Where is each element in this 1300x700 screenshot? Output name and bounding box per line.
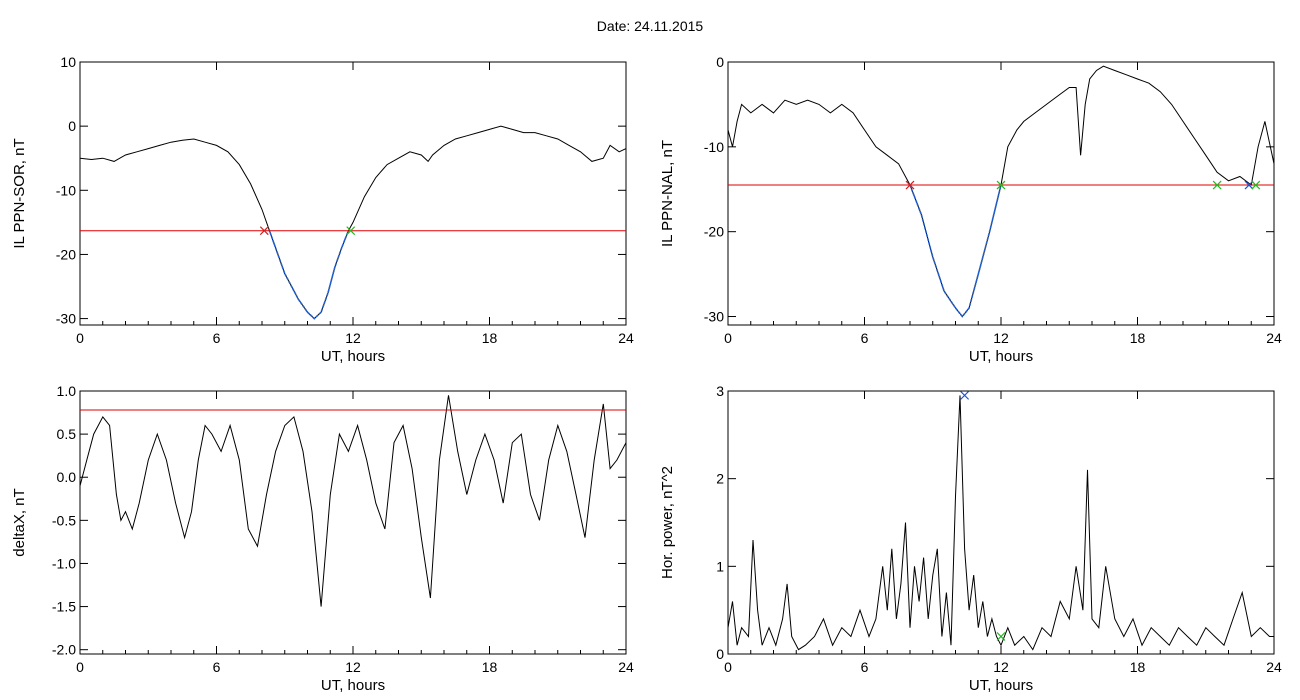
- x-tick-label: 6: [213, 330, 221, 346]
- marker-stroke: [905, 180, 915, 190]
- y-tick-label: -20: [56, 246, 76, 262]
- page-title: Date: 24.11.2015: [596, 18, 704, 34]
- series-line: [728, 395, 1274, 651]
- x-tick-label: 0: [724, 659, 732, 675]
- x-tick-label: 6: [861, 330, 869, 346]
- marker-x: [346, 226, 356, 236]
- chart-sor: 0 6 12 18 24 10 0 -10 -20 -30 UT, hours IL PPN-SOR,…: [11, 54, 634, 365]
- marker-stroke: [996, 632, 1006, 641]
- x-tick-label: 0: [76, 659, 84, 675]
- y-axis-label: IL PPN-NAL, nT: [659, 140, 676, 247]
- y-tick-label: -0.5: [52, 512, 76, 528]
- plot-frame: [727, 390, 1275, 655]
- x-tick-label: 24: [618, 659, 634, 675]
- y-tick-label: 0.5: [57, 426, 77, 442]
- marker-x: [960, 390, 970, 400]
- y-tick-label: 0.0: [57, 469, 77, 485]
- marker-stroke: [1251, 180, 1261, 190]
- marker-stroke: [1244, 180, 1254, 190]
- x-tick-label: 18: [1130, 659, 1146, 675]
- x-tick-label: 18: [482, 330, 498, 346]
- y-tick-label: -1.0: [52, 555, 76, 571]
- x-tick-label: 12: [345, 659, 361, 675]
- marker-x: [996, 632, 1006, 641]
- x-tick-label: 18: [482, 659, 498, 675]
- x-axis-label: UT, hours: [969, 348, 1033, 365]
- x-tick-label: 6: [213, 659, 221, 675]
- x-tick-label: 12: [993, 330, 1009, 346]
- x-tick-label: 18: [1130, 330, 1146, 346]
- plot-area: [80, 395, 626, 607]
- x-tick-label: 12: [345, 330, 361, 346]
- series-line: [80, 125, 626, 320]
- x-tick-label: 24: [618, 330, 634, 346]
- x-tick-label: 12: [993, 659, 1009, 675]
- y-axis-label: IL PPN-SOR, nT: [11, 138, 28, 248]
- x-tick-label: 0: [724, 330, 732, 346]
- y-tick-label: 3: [716, 383, 724, 399]
- marker-stroke: [259, 226, 269, 236]
- marker-x: [905, 180, 915, 190]
- plot-area: [728, 65, 1274, 318]
- y-axis-label: Hor. power, nT^2: [659, 466, 676, 579]
- marker-x: [1244, 180, 1254, 190]
- highlight-line: [268, 228, 350, 320]
- x-axis-label: UT, hours: [321, 677, 385, 694]
- marker-x: [996, 180, 1006, 190]
- x-tick-label: 24: [1266, 659, 1282, 675]
- x-tick-label: 6: [861, 659, 869, 675]
- y-tick-label: -10: [56, 182, 76, 198]
- x-axis-label: UT, hours: [321, 348, 385, 365]
- y-tick-label: 0: [716, 646, 724, 662]
- y-tick-label: -2.0: [52, 642, 76, 658]
- chart-nal: 0 6 12 18 24 0 -10 -20 -30 UT, hours IL PPN-NAL, n…: [659, 54, 1282, 365]
- series-line: [728, 65, 1274, 318]
- chart-power: 0 6 12 18 24 3 2 1 0 UT, hours Hor. power, nT^2: [659, 383, 1282, 694]
- y-tick-label: 1: [716, 558, 724, 574]
- highlight-line: [909, 184, 1002, 318]
- marker-stroke: [346, 226, 356, 236]
- y-tick-label: -20: [704, 224, 724, 240]
- chart-deltax: 0 6 12 18 24 1.0 0.5 0.0 -0.5 -1.0 -1.5 -2.0 UT, hou…: [11, 383, 634, 694]
- y-tick-label: -1.5: [52, 599, 76, 615]
- y-tick-label: 1.0: [57, 383, 77, 399]
- y-axis-label: deltaX, nT: [11, 488, 28, 556]
- y-tick-label: -30: [704, 309, 724, 325]
- y-tick-label: 0: [68, 118, 76, 134]
- plot-frame: [79, 61, 627, 326]
- y-tick-label: -30: [56, 311, 76, 327]
- plot-area: [728, 395, 1274, 651]
- plot-frame: [79, 390, 627, 655]
- marker-x: [1251, 180, 1261, 190]
- marker-x: [1212, 180, 1222, 190]
- x-tick-label: 0: [76, 330, 84, 346]
- marker-stroke: [960, 390, 970, 400]
- x-axis-label: UT, hours: [969, 677, 1033, 694]
- plot-area: [80, 125, 626, 320]
- marker-stroke: [996, 180, 1006, 190]
- y-tick-label: 10: [60, 54, 76, 70]
- marker-x: [259, 226, 269, 236]
- y-tick-label: -10: [704, 139, 724, 155]
- y-tick-label: 2: [716, 471, 724, 487]
- y-tick-label: 0: [716, 54, 724, 70]
- x-tick-label: 24: [1266, 330, 1282, 346]
- series-line: [80, 395, 626, 607]
- marker-stroke: [1212, 180, 1222, 190]
